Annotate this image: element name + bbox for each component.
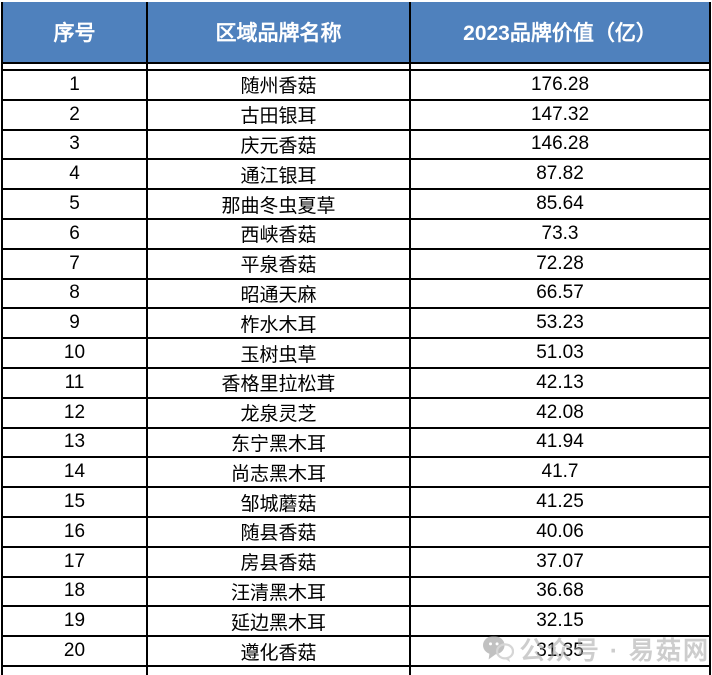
brand-value-cell: 147.32 [409,98,711,131]
brand-value-cell: 66.57 [409,277,711,310]
row-index-cell: 13 [1,426,148,459]
table-row: 13 东宁黑木耳 41.94 [1,426,711,459]
brand-name-cell: 那曲冬虫夏草 [146,188,411,220]
brand-name-cell: 西峡香菇 [146,217,411,250]
table-row: 5 那曲冬虫夏草 85.64 [1,188,711,220]
brand-value-cell: 37.07 [409,545,711,578]
brand-value-cell: 72.28 [409,247,711,280]
row-index-cell: 10 [1,337,148,369]
brand-name-cell: 平泉香菇 [146,247,411,280]
row-index-cell: 20 [1,635,148,667]
brand-value-cell: 41.94 [409,426,711,459]
table-row: 1 随州香菇 176.28 [1,69,711,101]
row-index-cell: 15 [1,486,148,518]
brand-name-cell: 房县香菇 [146,545,411,578]
table-row: 11 香格里拉松茸 42.13 [1,366,711,399]
table-header: 序号 区域品牌名称 2023品牌价值（亿） [1,2,711,70]
row-index-cell: 7 [1,247,148,280]
brand-value-cell: 85.64 [409,188,711,220]
brand-value-cell: 41.25 [409,486,711,518]
table-row: 2 古田银耳 147.32 [1,98,711,131]
brand-name-cell: 柞水木耳 [146,307,411,340]
row-index-cell: 2 [1,98,148,131]
header-row: 序号 区域品牌名称 2023品牌价值（亿） [1,2,711,64]
row-index-cell: 3 [1,128,148,161]
table-row: 12 龙泉灵芝 42.08 [1,396,711,429]
table-row: 17 房县香菇 37.07 [1,545,711,578]
table-row: 20 遵化香菇 31.35 [1,635,711,667]
row-index-cell: 11 [1,366,148,399]
row-index-cell: 9 [1,307,148,340]
row-index-cell: 12 [1,396,148,429]
row-index-cell: 19 [1,605,148,638]
row-index-cell: 17 [1,545,148,578]
row-index-cell: 18 [1,575,148,608]
brand-name-cell: 随州香菇 [146,69,411,101]
row-index-cell: 16 [1,515,148,548]
brand-value-cell: 31.35 [409,635,711,667]
brand-value-cell: 146.28 [409,128,711,161]
brand-value-cell: 51.03 [409,337,711,369]
brand-name-cell: 昭通天麻 [146,277,411,310]
table-row: 18 汪清黑木耳 36.68 [1,575,711,608]
brand-value-cell: 73.3 [409,217,711,250]
brand-name-cell: 东宁黑木耳 [146,426,411,459]
brand-name-cell: 汪清黑木耳 [146,575,411,608]
row-index-cell: 1 [1,69,148,101]
brand-value-cell: 32.15 [409,605,711,638]
header-cell-brand-name: 区域品牌名称 [146,2,411,64]
brand-name-cell: 通江银耳 [146,158,411,191]
brand-value-cell: 42.08 [409,396,711,429]
table-row: 14 尚志黑木耳 41.7 [1,456,711,489]
brand-value-cell: 176.28 [409,69,711,101]
brand-name-cell: 邹城蘑菇 [146,486,411,518]
brand-value-cell: 41.7 [409,456,711,489]
brand-name-cell: 随县香菇 [146,515,411,548]
table-row: 9 柞水木耳 53.23 [1,307,711,340]
table-row: 15 邹城蘑菇 41.25 [1,486,711,518]
partial-row-cutoff [1,664,711,675]
brand-name-cell: 古田银耳 [146,98,411,131]
table-row: 10 玉树虫草 51.03 [1,337,711,369]
brand-name-cell: 玉树虫草 [146,337,411,369]
table-row: 8 昭通天麻 66.57 [1,277,711,310]
table-row: 3 庆元香菇 146.28 [1,128,711,161]
brand-value-cell: 36.68 [409,575,711,608]
brand-name-cell: 龙泉灵芝 [146,396,411,429]
table-row: 4 通江银耳 87.82 [1,158,711,191]
row-index-cell: 5 [1,188,148,220]
table-row: 19 延边黑木耳 32.15 [1,605,711,638]
table-row: 16 随县香菇 40.06 [1,515,711,548]
brand-name-cell: 遵化香菇 [146,635,411,667]
brand-name-cell: 延边黑木耳 [146,605,411,638]
table-row: 6 西峡香菇 73.3 [1,217,711,250]
table-body: 1 随州香菇 176.28 2 古田银耳 147.32 3 庆元香菇 146.28 4 通江银耳 87… [1,69,711,675]
row-index-cell: 8 [1,277,148,310]
brand-value-cell: 42.13 [409,366,711,399]
brand-name-cell: 庆元香菇 [146,128,411,161]
row-index-cell: 14 [1,456,148,489]
brand-value-cell: 53.23 [409,307,711,340]
header-cell-index: 序号 [1,2,148,64]
table-row: 7 平泉香菇 72.28 [1,247,711,280]
header-body-gap [1,63,711,70]
row-index-cell: 6 [1,217,148,250]
brand-value-cell: 40.06 [409,515,711,548]
brand-name-cell: 香格里拉松茸 [146,366,411,399]
header-cell-brand-value: 2023品牌价值（亿） [409,2,711,64]
brand-name-cell: 尚志黑木耳 [146,456,411,489]
row-index-cell: 4 [1,158,148,191]
brand-value-cell: 87.82 [409,158,711,191]
